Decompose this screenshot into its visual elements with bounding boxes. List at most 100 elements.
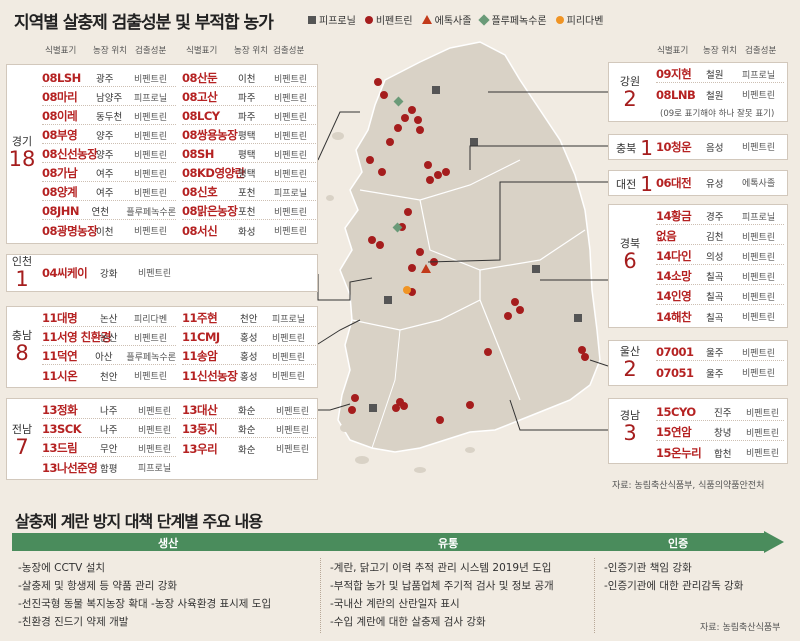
farm-row: 08신호 포천 피프로닐 [182, 184, 316, 201]
farm-location: 김천 [706, 232, 724, 243]
farm-id: 08KD영양란 [182, 166, 245, 180]
farm-compound: 비펜트린 [274, 169, 308, 180]
farm-row: 13SCK 나주 비펜트린 [42, 421, 176, 438]
col-header-loc: 농장 위치 [703, 46, 737, 56]
region-label-gangwon: 강원 2 [619, 75, 641, 111]
farm-compound: 비펜트린 [742, 313, 776, 323]
farm-id: 13나선준영 [42, 460, 98, 475]
farm-location: 이천 [238, 74, 256, 85]
farm-id: 08LNB [656, 87, 696, 102]
stage-item: -인증기관에 대한 관리감독 강화 [604, 580, 744, 592]
bottom-source: 자료: 농림축산식품부 [700, 623, 781, 633]
farm-location: 칠곡 [706, 312, 724, 324]
farm-location: 화순 [238, 406, 256, 417]
col-header-loc: 농장 위치 [93, 46, 127, 56]
bifenthrin-markers [348, 78, 589, 424]
farm-id: 08LCY [182, 109, 220, 123]
farm-id: 13우리 [182, 441, 218, 456]
circle-icon [555, 15, 564, 24]
farm-location: 화성 [238, 226, 256, 238]
farm-location: 파주 [238, 93, 256, 104]
stage-label-certification: 인증 [668, 537, 689, 550]
farm-id: 08JHN [42, 204, 80, 218]
farm-id: 14인영 [656, 289, 692, 303]
farm-row: 14소망 칠곡 비펜트린 [656, 268, 784, 285]
farm-row: 09지현 철원 피프로닐 [656, 66, 784, 83]
region-label-gyeonggi: 경기 18 [8, 135, 36, 171]
farm-location: 진주 [714, 408, 732, 419]
region-box-incheon [6, 254, 318, 292]
farm-row: 08양계 여주 비펜트린 [42, 184, 176, 201]
farm-id: 08양계 [42, 185, 78, 199]
region-box-chungbuk [608, 134, 788, 160]
farm-id: 11주현 [182, 311, 218, 325]
legend-item-fipronil: 피프로닐 [308, 12, 356, 27]
farm-compound: 비펜트린 [274, 112, 308, 123]
farm-location: 홍성 [240, 371, 258, 383]
stage-item: -살충제 및 항생제 등 약품 관리 강화 [18, 580, 178, 592]
farm-row: 15CYO 진주 비펜트린 [656, 404, 784, 421]
farm-compound: 피프로닐 [742, 212, 776, 223]
farm-id: 13대산 [182, 403, 218, 417]
col-header-id: 식별표기 [657, 46, 689, 56]
farm-location: 강화 [100, 268, 118, 280]
farm-row: 13드림 무안 비펜트린 [42, 440, 176, 457]
farm-location: 홍성 [240, 352, 258, 363]
farm-compound: 비펜트린 [134, 112, 168, 123]
stage-label-production: 생산 [158, 537, 179, 550]
col-header-comp: 검출성분 [135, 46, 167, 56]
farm-compound: 비펜트린 [134, 150, 168, 161]
farm-id: 11송암 [182, 349, 218, 363]
region-box-gyeonggi [6, 64, 318, 244]
farm-id: 04씨케이 [42, 265, 88, 280]
stage-arrow [12, 531, 784, 553]
farm-id: 14소망 [656, 269, 692, 283]
farm-row: 08고산 파주 비펜트린 [182, 89, 316, 106]
farm-location: 동두천 [96, 112, 123, 123]
farm-id: 08광명농장 [42, 223, 98, 238]
farm-id: 08가남 [42, 166, 78, 180]
farm-compound: 비펜트린 [274, 207, 308, 218]
region-label-gyeongbuk: 경북 6 [619, 237, 641, 273]
farm-compound: 플루페녹수론 [126, 352, 176, 363]
map-mainland [337, 41, 601, 453]
farm-location: 남양주 [96, 93, 123, 104]
farm-compound: 피리다벤 [134, 314, 168, 325]
stage-item: -국내산 계란의 산란일자 표시 [330, 598, 460, 610]
farm-compound: 비펜트린 [272, 352, 306, 363]
farm-compound: 피프로닐 [134, 93, 168, 104]
stage-divider [320, 558, 321, 633]
farm-id: 08쌍용농장 [182, 128, 238, 142]
farm-location: 포천 [238, 188, 256, 199]
farm-compound: 비펜트린 [276, 445, 310, 455]
farm-compound: 비펜트린 [746, 428, 780, 439]
farm-row: 11덕연 아산 플루페녹수론 [42, 348, 176, 365]
farm-row: 15연암 창녕 비펜트린 [656, 424, 784, 441]
farm-row: 08쌍용농장 평택 비펜트린 [182, 127, 316, 144]
farm-location: 의성 [706, 252, 724, 263]
farm-row: 07051 울주 비펜트린 [656, 364, 784, 381]
farm-row: 11신선농장 홍성 비펜트린 [182, 367, 316, 384]
farm-row: 14다인 의성 비펜트린 [656, 248, 784, 265]
farm-row: 08산둔 이천 비펜트린 [182, 70, 316, 87]
farm-row: 08LNB 철원 비펜트린 [656, 86, 784, 103]
farm-location: 나주 [100, 425, 118, 436]
farm-location: 포천 [238, 207, 256, 218]
farm-id: 08SH [182, 147, 214, 161]
farm-location: 논산 [100, 333, 118, 344]
farm-location: 함평 [100, 463, 118, 475]
farm-id: 08이레 [42, 109, 78, 123]
farm-location: 여주 [96, 169, 114, 180]
farm-row: 10청운 음성 비펜트린 [656, 138, 784, 155]
farm-id: 13동지 [182, 422, 218, 436]
farm-location: 이천 [96, 226, 114, 238]
farm-location: 파주 [238, 112, 256, 123]
farm-compound: 비펜트린 [134, 188, 168, 199]
etoxazole-marker [421, 264, 431, 273]
farm-compound: 비펜트린 [274, 74, 308, 85]
circle-icon [364, 15, 373, 24]
farm-compound: 피프로닐 [138, 464, 172, 474]
farm-id: 11덕연 [42, 349, 78, 363]
farm-row: 08이레 동두천 비펜트린 [42, 108, 176, 125]
farm-row: 06대전 유성 에톡사졸 [656, 174, 784, 191]
